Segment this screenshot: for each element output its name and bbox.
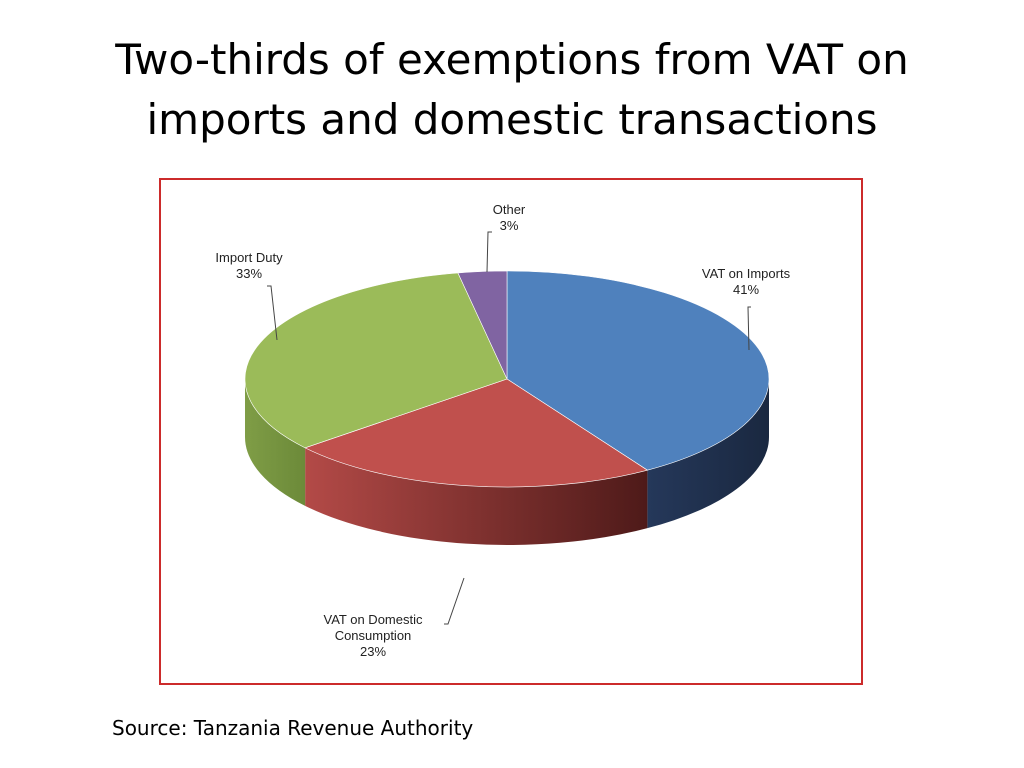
leader-line-vat-on-domestic-consumption [444,577,465,625]
slide-title: Two-thirds of exemptions from VAT on imp… [0,30,1024,150]
data-label-vat-on-domestic-consumption: VAT on Domestic Consumption 23% [324,612,423,659]
pie-side-import-duty [245,379,306,506]
data-label-import-duty: Import Duty 33% [215,250,283,281]
source-note: Source: Tanzania Revenue Authority [112,716,474,740]
pie-sides [245,379,769,545]
pie-labels: VAT on Imports 41% VAT on Domestic Consumpt… [215,202,790,659]
pie-side-vat-on-domestic-consumption [305,447,648,545]
slide-title-line-2: imports and domestic transactions [146,95,878,144]
pie-slice-vat-on-imports [506,270,770,471]
leader-line-other [486,231,492,273]
chart-frame: VAT on Imports 41% VAT on Domestic Consumpt… [159,178,863,685]
pie-chart: VAT on Imports 41% VAT on Domestic Consumpt… [215,202,790,659]
pie-tops [244,270,770,488]
slide-title-line-1: Two-thirds of exemptions from VAT on [115,35,909,84]
pie-side-vat-on-imports [647,379,769,529]
data-label-vat-on-imports: VAT on Imports 41% [702,266,791,297]
data-label-other: Other 3% [493,202,526,233]
leader-line-vat-on-imports [747,306,751,351]
pie-slice-import-duty [244,272,508,449]
leader-line-import-duty [267,285,278,341]
pie-slice-vat-on-domestic-consumption [304,378,649,488]
pie-slice-other [457,270,508,380]
